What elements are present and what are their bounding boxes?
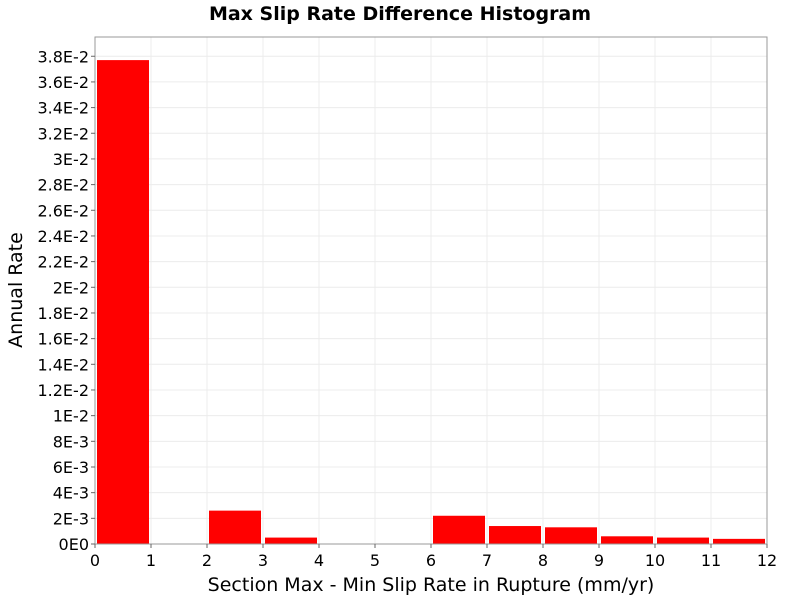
y-tick-label: 4E-3 xyxy=(53,484,89,503)
y-tick-label: 2.6E-2 xyxy=(37,201,89,220)
x-tick-label: 5 xyxy=(370,551,380,570)
y-tick-label: 1.2E-2 xyxy=(37,381,89,400)
y-tick-label: 3.6E-2 xyxy=(37,73,89,92)
x-tick-label: 9 xyxy=(594,551,604,570)
y-tick-label: 2E-2 xyxy=(53,278,89,297)
x-tick-label: 1 xyxy=(146,551,156,570)
x-tick-label: 4 xyxy=(314,551,324,570)
histogram-bar xyxy=(601,536,653,544)
x-tick-label: 6 xyxy=(426,551,436,570)
y-tick-label: 1E-2 xyxy=(53,407,89,426)
histogram-bar xyxy=(489,526,541,544)
x-tick-label: 8 xyxy=(538,551,548,570)
y-tick-label: 3E-2 xyxy=(53,150,89,169)
grid-lines xyxy=(94,37,768,545)
x-tick-label: 12 xyxy=(757,551,777,570)
y-tick-label: 1.6E-2 xyxy=(37,330,89,349)
bars xyxy=(97,60,765,545)
y-tick-label: 3.4E-2 xyxy=(37,99,89,118)
x-tick-label: 7 xyxy=(482,551,492,570)
histogram-bar xyxy=(545,527,597,544)
y-tick-label: 1.8E-2 xyxy=(37,304,89,323)
y-tick-label: 3.8E-2 xyxy=(37,47,89,66)
y-tick-label: 2.2E-2 xyxy=(37,253,89,272)
histogram-bar xyxy=(209,510,261,544)
y-tick-label: 0E0 xyxy=(59,535,89,554)
y-tick-label: 2E-3 xyxy=(53,509,89,528)
y-axis-label: Annual Rate xyxy=(5,232,27,348)
y-tick-label: 3.2E-2 xyxy=(37,124,89,143)
x-tick-label: 3 xyxy=(258,551,268,570)
x-tick-label: 0 xyxy=(90,551,100,570)
y-tick-label: 1.4E-2 xyxy=(37,355,89,374)
y-tick-label: 6E-3 xyxy=(53,458,89,477)
y-axis-ticks: 0E0 2E-3 4E-3 6E-3 8E-3 1E-2 1.2E-2 1.4E-2 1.6E-… xyxy=(37,47,95,554)
x-tick-label: 10 xyxy=(645,551,665,570)
histogram-bar xyxy=(265,537,317,544)
y-tick-label: 2.8E-2 xyxy=(37,176,89,195)
x-tick-label: 2 xyxy=(202,551,212,570)
histogram-bar xyxy=(433,515,485,544)
x-tick-label: 11 xyxy=(701,551,721,570)
chart-title: Max Slip Rate Difference Histogram xyxy=(209,3,591,25)
x-axis-label: Section Max - Min Slip Rate in Rupture (… xyxy=(208,574,655,596)
x-axis-ticks: 0 1 2 3 4 5 6 7 8 9 10 11 12 xyxy=(90,544,777,570)
histogram-bar xyxy=(97,60,149,545)
histogram-bar xyxy=(713,538,765,544)
histogram-bar xyxy=(657,537,709,544)
y-tick-label: 8E-3 xyxy=(53,432,89,451)
y-tick-label: 2.4E-2 xyxy=(37,227,89,246)
